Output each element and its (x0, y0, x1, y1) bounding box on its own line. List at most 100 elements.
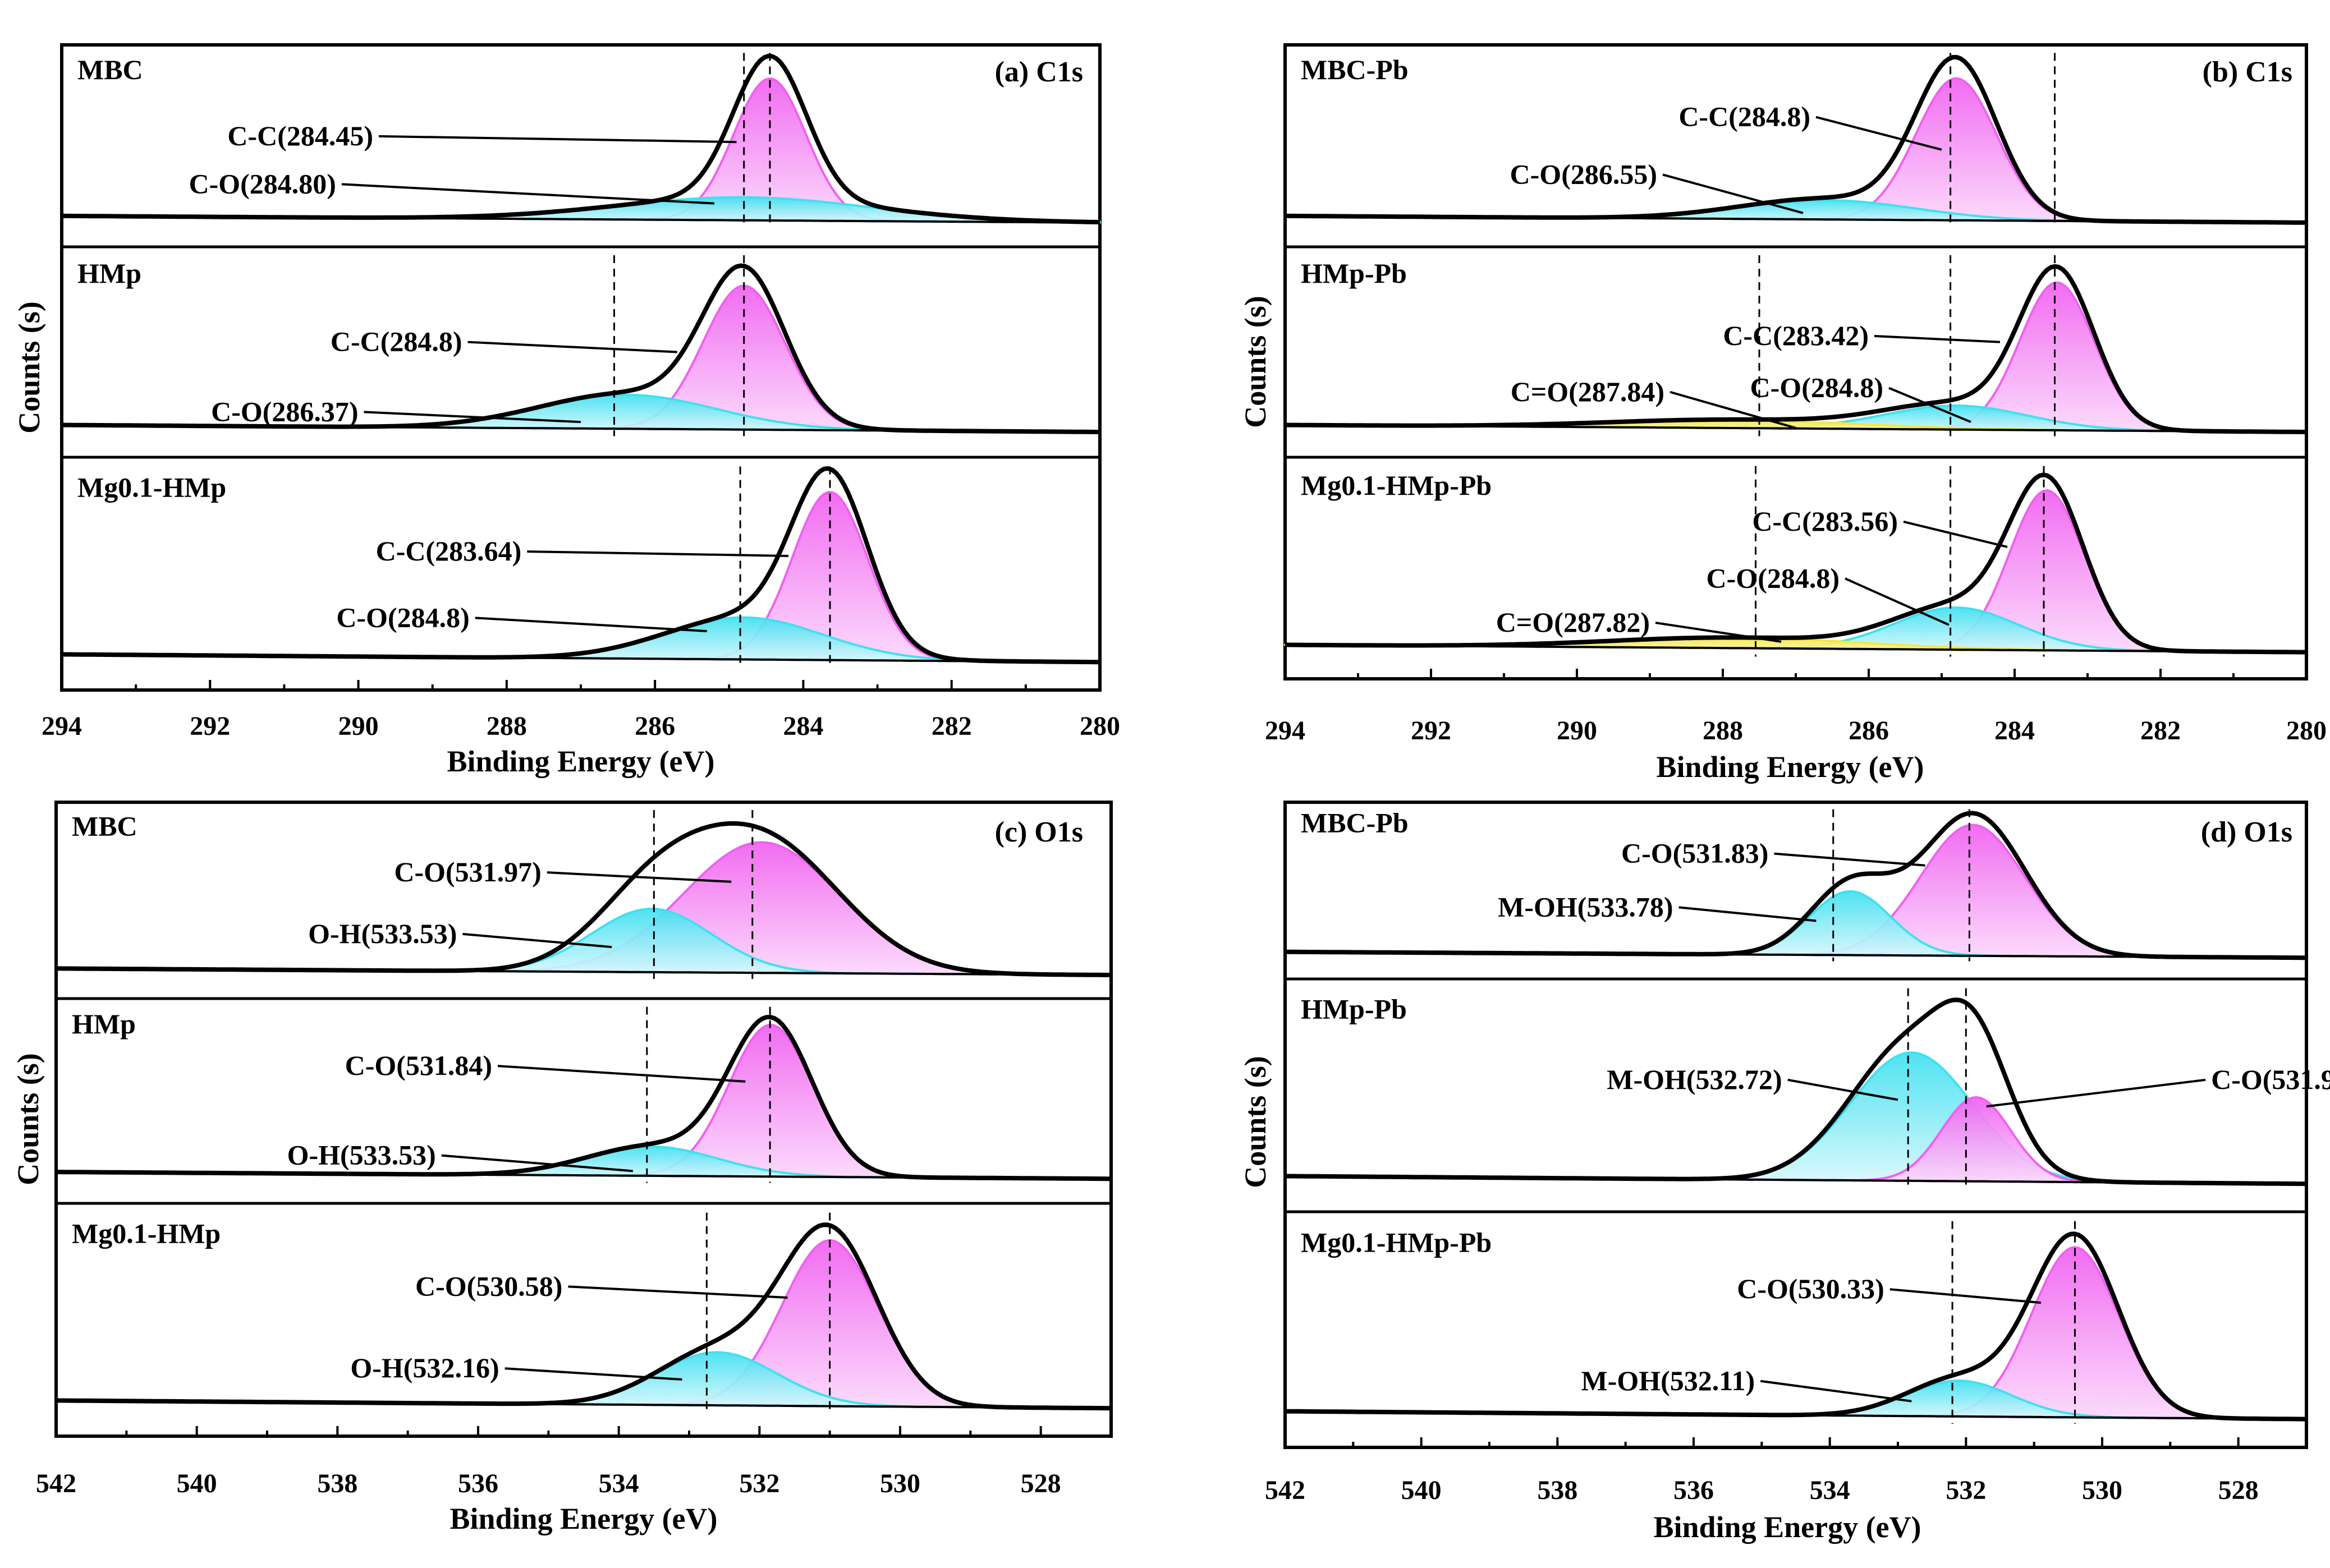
component-label: O-H(533.53) (308, 918, 457, 949)
plot-frame (54, 801, 1113, 1438)
x-tick-label: 538 (317, 1469, 357, 1498)
x-tick-label: 282 (2140, 716, 2181, 746)
envelope-curve (56, 1014, 1111, 1181)
label-leader-line (475, 617, 707, 633)
label-leader-line (1774, 852, 1925, 867)
y-axis-label: Counts (s) (12, 301, 46, 434)
component-label: C-O(530.33) (1737, 1273, 1884, 1304)
x-tick-label: 542 (1265, 1475, 1305, 1505)
sample-name: HMp-Pb (1301, 257, 1407, 289)
x-axis-label: Binding Energy (eV) (1653, 1510, 1921, 1544)
x-tick-label: 536 (458, 1469, 498, 1498)
label-leader-line (378, 135, 737, 144)
label-leader-line (1888, 387, 1971, 424)
sample-name: Mg0.1-HMp-Pb (1301, 1226, 1492, 1258)
envelope-curve (56, 821, 1112, 977)
subplot-hmp-pb: HMp-Pb M-OH(532.72) C-O(531.91) (1285, 988, 2330, 1189)
label-leader-line (1845, 577, 1950, 626)
x-tick-label: 292 (190, 711, 230, 741)
plot-frame (1283, 801, 2308, 1449)
subplot-mbc-pb: MBC-Pb C-O(531.83) M-OH(533.78) (1285, 807, 2306, 962)
label-leader-line (341, 183, 714, 205)
plot-frame (60, 43, 1102, 692)
x-tick-label: 288 (1703, 716, 1743, 746)
panel-d: 542 540 538 536 534 532 530 528 MBC-Pb C-O(531.83… (1239, 801, 2330, 1544)
x-tick-label: 282 (932, 711, 972, 741)
subplot-mg0-1-hmp-pb: Mg0.1-HMp-Pb C-C(283.56) C-O(284.8) C=O(287… (1284, 466, 2307, 657)
component-label: C-C(284.8) (1678, 101, 1810, 132)
sample-name: MBC (72, 811, 137, 842)
subplot-hmp: HMp C-O(531.84) O-H(533.53) (56, 1006, 1111, 1183)
y-axis-label: Counts (s) (1239, 296, 1272, 428)
envelope-curve (61, 53, 1100, 224)
label-leader-line (467, 341, 677, 353)
subplot-hmp: HMp C-C(284.8) C-O(286.37) (61, 255, 1100, 436)
plot-area-a: 294 292 290 288 286 284 282 280 MBC C-C(284.45) C-… (42, 53, 1120, 741)
label-leader-line (504, 1367, 682, 1381)
x-tick-label: 534 (599, 1469, 639, 1498)
subplot-mg0-1-hmp: Mg0.1-HMp C-C(283.64) C-O(284.8) (61, 466, 1100, 667)
component-label: O-H(532.16) (350, 1352, 499, 1383)
label-leader-line (364, 411, 581, 424)
component-label: C-O(284.8) (1707, 562, 1840, 594)
fit-component-c-c-284-45- (61, 77, 1100, 224)
x-tick-label: 284 (783, 711, 823, 741)
envelope-curve (1285, 1231, 2307, 1422)
x-tick-label: 284 (1994, 716, 2035, 746)
fit-component-m-oh-532-72- (1285, 1051, 2307, 1185)
x-tick-label: 536 (1673, 1475, 1714, 1505)
label-leader-line (1903, 521, 2008, 548)
plot-area-c: 542 540 538 536 534 532 530 528 MBC C-O(531.97) O-… (36, 810, 1112, 1498)
sample-name: HMp-Pb (1301, 994, 1407, 1025)
fit-component-o-h-533-53- (56, 907, 1111, 976)
x-tick-label: 280 (2286, 716, 2327, 746)
subplot-mg0-1-hmp-pb: Mg0.1-HMp-Pb C-O(530.33) M-OH(532.11) (1285, 1221, 2307, 1424)
x-tick-label: 542 (36, 1469, 76, 1498)
y-axis-label: Counts (s) (1239, 1056, 1272, 1188)
fit-component-c-c-283-42- (1285, 281, 2306, 433)
component-label: C-O(531.97) (394, 856, 541, 888)
label-leader-line (1678, 906, 1817, 922)
subplot-mg0-1-hmp: Mg0.1-HMp C-O(530.58) O-H(532.16) (56, 1212, 1112, 1413)
x-tick-label: 292 (1411, 716, 1451, 746)
component-label: C=O(287.82) (1496, 606, 1650, 638)
panel-a: 294 292 290 288 286 284 282 280 MBC C-C(284.45) C-… (12, 43, 1120, 778)
component-label: C=O(287.84) (1511, 376, 1664, 407)
envelope-curve (61, 466, 1100, 665)
x-tick-label: 540 (1401, 1475, 1442, 1505)
x-tick-label: 534 (1810, 1475, 1850, 1505)
subplot-mbc-pb: MBC-Pb C-C(284.8) C-O(286.55) (1285, 53, 2306, 227)
x-axis-label: Binding Energy (eV) (450, 1502, 717, 1535)
x-tick-label: 288 (487, 711, 527, 741)
label-leader-line (568, 1285, 788, 1299)
panel-label: (d) O1s (2201, 816, 2292, 848)
label-leader-line (527, 550, 789, 557)
x-tick-label: 532 (1946, 1475, 1986, 1505)
panel-b: 294 292 290 288 286 284 282 280 MBC-Pb C-C(284.8)… (1239, 43, 2327, 784)
envelope-curve (61, 263, 1100, 434)
panel-label: (b) C1s (2203, 56, 2292, 88)
plot-area-d: 542 540 538 536 534 532 530 528 MBC-Pb C-O(531.83… (1265, 807, 2330, 1505)
component-label: C-O(284.80) (189, 168, 336, 199)
panel-label: (a) C1s (995, 56, 1083, 88)
component-label: C-O(284.8) (1750, 372, 1883, 403)
x-tick-label: 532 (739, 1469, 779, 1498)
fit-component-c-o-530-58- (56, 1239, 1112, 1410)
fit-component-c-o-531-84- (56, 1023, 1111, 1180)
label-leader-line (1655, 622, 1782, 643)
sample-name: MBC-Pb (1301, 54, 1409, 85)
label-leader-line (547, 871, 732, 883)
label-leader-line (462, 932, 612, 949)
sample-name: Mg0.1-HMp-Pb (1301, 470, 1492, 501)
envelope-curve (1285, 472, 2307, 655)
panel-label: (c) O1s (995, 816, 1083, 848)
x-tick-label: 286 (635, 711, 675, 741)
sample-name: HMp (72, 1008, 136, 1040)
sample-name: MBC (77, 54, 143, 85)
x-tick-label: 286 (1849, 716, 1889, 746)
label-leader-line (1815, 116, 1942, 151)
label-leader-line (497, 1065, 746, 1083)
subplot-mbc: MBC C-C(284.45) C-O(284.80) (61, 53, 1101, 227)
label-leader-line (1889, 1288, 2041, 1304)
fit-component-c-c-283-64- (61, 491, 1100, 664)
